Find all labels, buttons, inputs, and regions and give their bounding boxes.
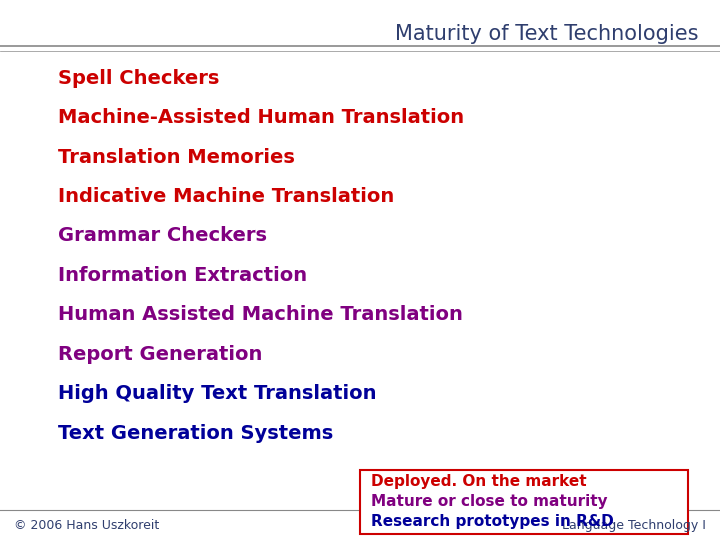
FancyBboxPatch shape bbox=[360, 470, 688, 534]
Text: Report Generation: Report Generation bbox=[58, 345, 262, 364]
Text: Spell Checkers: Spell Checkers bbox=[58, 69, 219, 88]
Text: Text Generation Systems: Text Generation Systems bbox=[58, 423, 333, 443]
Text: Human Assisted Machine Translation: Human Assisted Machine Translation bbox=[58, 305, 462, 325]
Text: Mature or close to maturity: Mature or close to maturity bbox=[371, 494, 608, 509]
Text: Research prototypes in R&D: Research prototypes in R&D bbox=[371, 514, 613, 529]
Text: Indicative Machine Translation: Indicative Machine Translation bbox=[58, 187, 394, 206]
Text: Maturity of Text Technologies: Maturity of Text Technologies bbox=[395, 24, 698, 44]
Text: Information Extraction: Information Extraction bbox=[58, 266, 307, 285]
Text: Language Technology I: Language Technology I bbox=[562, 519, 706, 532]
Text: Grammar Checkers: Grammar Checkers bbox=[58, 226, 266, 246]
Text: High Quality Text Translation: High Quality Text Translation bbox=[58, 384, 376, 403]
Text: Translation Memories: Translation Memories bbox=[58, 147, 294, 167]
Text: Deployed. On the market: Deployed. On the market bbox=[371, 474, 586, 489]
Text: Machine-Assisted Human Translation: Machine-Assisted Human Translation bbox=[58, 108, 464, 127]
Text: © 2006 Hans Uszkoreit: © 2006 Hans Uszkoreit bbox=[14, 519, 160, 532]
